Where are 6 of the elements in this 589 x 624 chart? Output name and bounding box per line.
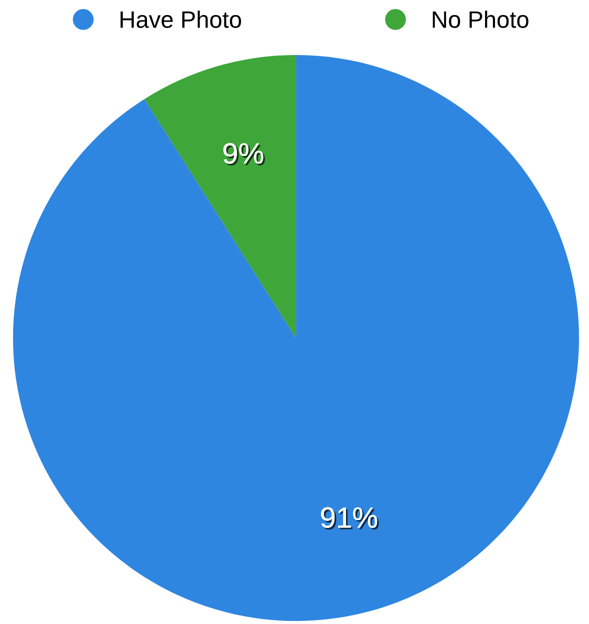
data-label: 91% — [321, 507, 379, 530]
pie-slice — [13, 55, 580, 621]
data-label: 9% — [223, 143, 265, 166]
pie-slice — [144, 55, 296, 338]
legend-label: Have Photo — [120, 10, 242, 28]
legend-label: No Photo — [432, 10, 528, 28]
